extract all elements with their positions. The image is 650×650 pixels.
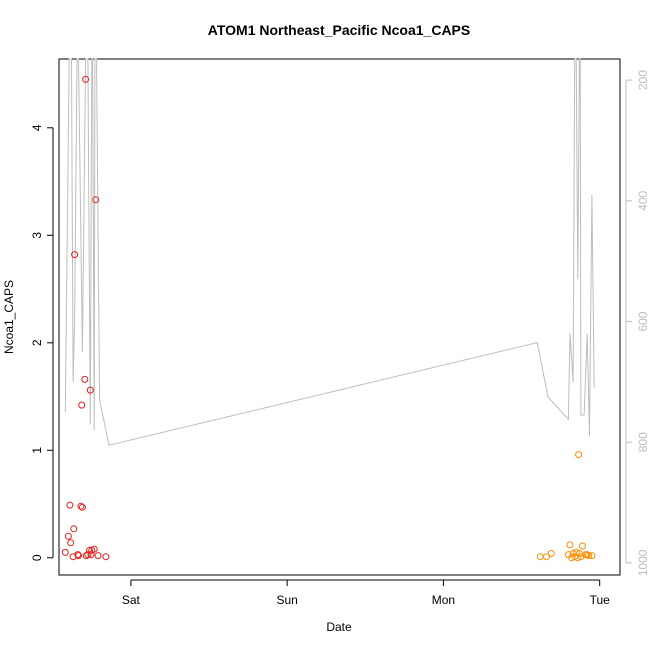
y-tick-label: 1	[30, 447, 44, 454]
y-tick-label: 0	[30, 554, 44, 561]
depth-line-layer	[64, 58, 595, 446]
y-tick-label: 2	[30, 339, 44, 346]
series-2-point	[547, 550, 555, 557]
series-1-point	[86, 386, 94, 394]
series-1-point	[87, 551, 95, 559]
series-1-point	[77, 502, 85, 510]
series-2-point	[583, 551, 591, 559]
series-1-point	[94, 552, 102, 560]
series-1-point	[86, 546, 93, 554]
series-1-point	[75, 552, 82, 560]
series-1-point	[78, 503, 86, 511]
series-2-point	[588, 552, 596, 560]
right-tick-label: 200	[636, 70, 650, 90]
series-1-point	[66, 501, 74, 509]
series-2-point	[566, 541, 574, 549]
right-tick-label: 800	[636, 432, 650, 452]
series-1-point	[90, 545, 98, 553]
right-axis: 200 400 600 800 1000	[625, 70, 650, 576]
series-2-point	[575, 451, 583, 459]
series-1-point	[61, 548, 69, 556]
right-tick-label: 1000	[636, 549, 650, 576]
x-tick-label: Sun	[276, 593, 297, 607]
series-1-point	[64, 532, 72, 540]
series-1-point	[82, 552, 90, 560]
x-axis: Sat Sun Mon Tue	[122, 579, 611, 607]
series-1-point	[78, 401, 86, 409]
y-axis: 0 1 2 3 4	[30, 124, 54, 561]
series-2-point	[585, 552, 593, 560]
series-1-point	[71, 251, 79, 259]
x-axis-label: Date	[326, 620, 352, 634]
plot-frame	[58, 58, 621, 576]
series-1-point	[74, 551, 82, 559]
depth-line	[64, 58, 595, 446]
series-1-point	[67, 539, 75, 547]
right-tick-label: 600	[636, 311, 650, 331]
right-tick-label: 400	[636, 190, 650, 210]
series-1-point	[84, 551, 92, 559]
series-2-point	[574, 554, 582, 562]
y-tick-label: 3	[30, 232, 44, 239]
series-2-point	[579, 542, 586, 550]
series-1-point	[70, 525, 78, 533]
y-axis-label: Ncoa1_CAPS	[2, 280, 16, 354]
series-2-point	[543, 553, 551, 561]
x-tick-label: Sat	[122, 593, 141, 607]
series-1-point	[82, 75, 90, 83]
series-1-point	[81, 375, 89, 383]
series-1-point	[92, 196, 100, 204]
series-1-point	[102, 553, 110, 561]
chart-title: ATOM1 Northeast_Pacific Ncoa1_CAPS	[208, 22, 470, 38]
y-tick-label: 4	[30, 124, 44, 131]
x-tick-label: Tue	[590, 593, 611, 607]
points-layer	[61, 75, 596, 562]
x-tick-label: Mon	[432, 593, 455, 607]
series-2-point	[536, 553, 544, 561]
